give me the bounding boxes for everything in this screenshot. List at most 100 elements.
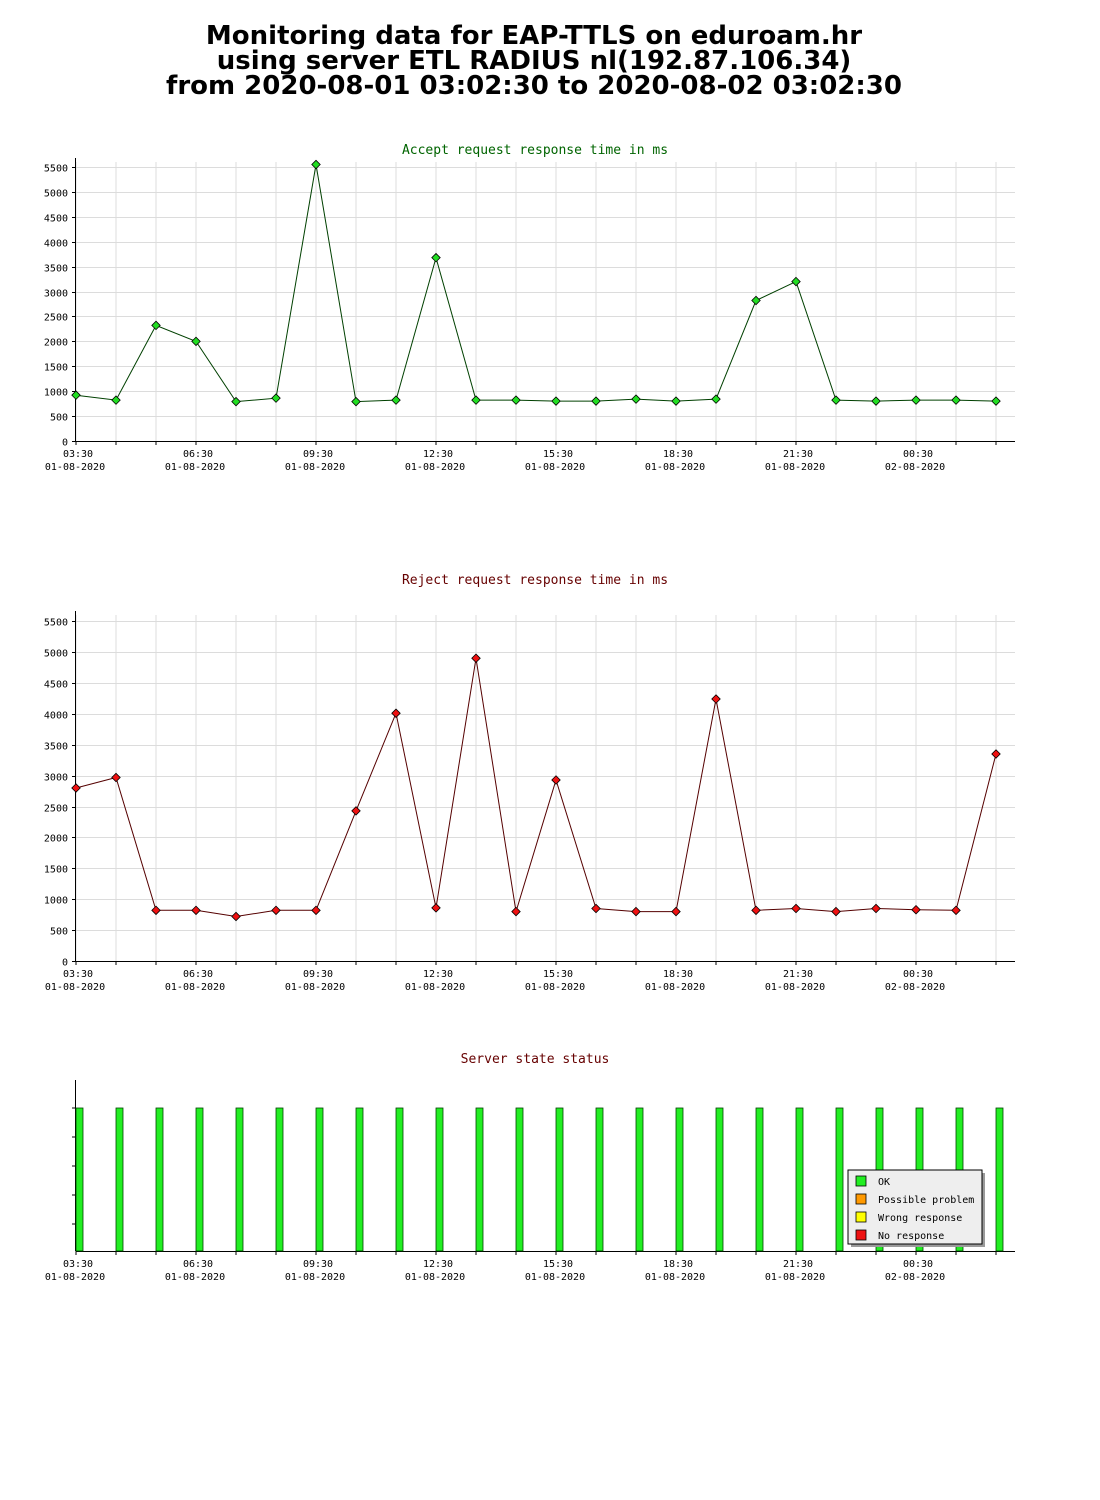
x-tick-label-date: 01-08-2020 [765,462,825,473]
y-tick-label: 0 [62,438,68,449]
x-tick-label-date: 01-08-2020 [285,1272,345,1283]
y-tick-label: 4500 [44,680,68,691]
data-point [871,396,881,406]
y-tick-label: 3000 [44,289,68,300]
status-bar [395,1107,404,1252]
status-bar [595,1107,604,1252]
status-bar [675,1107,684,1252]
data-point [311,905,321,916]
x-tick-label-date: 02-08-2020 [885,1272,945,1283]
data-point [751,905,761,916]
data-point [631,906,641,917]
x-tick-label-time: 18:30 [663,1259,693,1270]
y-tick-label: 4000 [44,239,68,250]
data-point [111,395,121,405]
data-point [751,295,761,306]
x-tick-label-date: 01-08-2020 [165,1272,225,1283]
status-bar [435,1107,444,1252]
data-point [911,395,921,405]
data-point [631,394,641,404]
data-point [511,395,521,405]
x-tick-label-time: 06:30 [183,969,213,980]
page-title-line-1: Monitoring data for EAP-TTLS on eduroam.… [205,21,863,51]
data-point [71,783,81,793]
x-tick-label-time: 00:30 [903,969,933,980]
status-bar [155,1107,164,1252]
x-tick-label-date: 01-08-2020 [45,982,105,993]
data-point [191,336,201,347]
y-tick-label: 3000 [44,773,68,784]
y-tick-label: 1000 [44,896,68,907]
status-bar [195,1107,204,1252]
y-tick-label: 2000 [44,338,68,349]
legend-label: Possible problem [878,1195,974,1206]
data-point [71,390,81,400]
data-point [951,905,961,916]
chart-title: Accept request response time in ms [402,143,668,158]
x-tick-label-date: 01-08-2020 [45,462,105,473]
data-point [991,749,1001,759]
x-tick-label-date: 01-08-2020 [525,462,585,473]
data-point [391,395,401,405]
status-bar [515,1107,524,1252]
data-point [591,396,601,406]
data-point [351,396,361,407]
y-tick-label: 2500 [44,313,68,324]
status-chart: Server state status 03:30 01-08-2020 06:30 0… [45,1052,1015,1283]
line-chart-1: Accept request response time in ms 0 500 10… [44,143,1015,473]
x-tick-label-date: 01-08-2020 [165,982,225,993]
y-tick-label: 4500 [44,214,68,225]
y-tick-label: 2000 [44,834,68,845]
data-point [871,903,881,914]
data-point [711,394,721,404]
x-tick-label-time: 06:30 [183,449,213,460]
data-point [511,906,521,917]
x-tick-label-time: 09:30 [303,969,333,980]
data-point [431,252,441,263]
line-chart-2: Reject request response time in ms 0 500 10… [44,573,1015,993]
y-tick-label: 0 [62,958,68,969]
x-tick-label-date: 01-08-2020 [525,982,585,993]
data-point [911,904,921,915]
x-tick-label-date: 01-08-2020 [765,1272,825,1283]
status-bar [835,1107,844,1252]
y-tick-label: 3500 [44,742,68,753]
y-tick-label: 1500 [44,363,68,374]
y-tick-label: 2500 [44,804,68,815]
x-tick-label-time: 03:30 [63,969,93,980]
x-tick-label-time: 18:30 [663,969,693,980]
x-tick-label-time: 12:30 [423,1259,453,1270]
x-tick-label-date: 01-08-2020 [285,982,345,993]
page-title-line-2: using server ETL RADIUS nl(192.87.106.34… [216,46,852,76]
x-tick-label-time: 00:30 [903,449,933,460]
x-tick-label-time: 21:30 [783,449,813,460]
legend-swatch [855,1211,867,1223]
status-bar [995,1107,1004,1252]
status-bar [75,1107,84,1252]
legend-swatch [855,1193,867,1205]
data-point [111,772,121,783]
status-bar [795,1107,804,1252]
x-tick-label-date: 01-08-2020 [645,462,705,473]
y-tick-label: 5000 [44,189,68,200]
y-tick-label: 500 [50,413,68,424]
legend-label: OK [878,1177,890,1188]
x-tick-label-date: 02-08-2020 [885,982,945,993]
chart-title: Server state status [461,1052,610,1067]
y-tick-label: 5500 [44,618,68,629]
legend-swatch [855,1229,867,1241]
data-point [151,320,161,331]
status-bar [635,1107,644,1252]
status-bar [715,1107,724,1252]
data-point [351,806,361,816]
status-bar [555,1107,564,1252]
status-bar [315,1107,324,1252]
data-point [311,159,321,170]
series-line [75,164,997,403]
x-tick-label-time: 03:30 [63,449,93,460]
page-title-line-3: from 2020-08-01 03:02:30 to 2020-08-02 0… [166,71,902,101]
x-tick-label-time: 09:30 [303,1259,333,1270]
data-point [471,395,481,405]
data-point [991,396,1001,406]
